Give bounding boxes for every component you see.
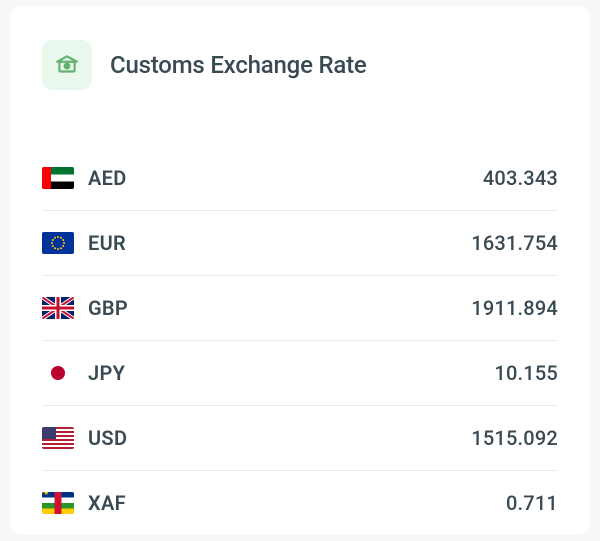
rate-left: XAF [42,491,126,515]
card-title: Customs Exchange Rate [110,51,367,79]
rate-list: AED 403.343 EUR 1631.754 [42,146,558,535]
flag-icon [42,232,74,254]
currency-rate: 1911.894 [471,296,558,320]
currency-code: GBP [88,296,128,320]
currency-rate: 1515.092 [471,426,558,450]
rate-row: AED 403.343 [42,146,558,211]
flag-icon [42,362,74,384]
rate-row: EUR 1631.754 [42,211,558,276]
rate-row: GBP 1911.894 [42,276,558,341]
currency-rate: 0.711 [506,491,558,515]
currency-rate: 1631.754 [471,231,558,255]
currency-rate: 403.343 [483,166,558,190]
currency-code: USD [88,426,127,450]
rate-left: JPY [42,361,125,385]
flag-icon [42,167,74,189]
globe-icon [54,52,80,78]
flag-icon [42,297,74,319]
rate-row: XAF 0.711 [42,471,558,535]
rate-row: USD 1515.092 [42,406,558,471]
rate-left: USD [42,426,127,450]
flag-icon [42,492,74,514]
flag-icon [42,427,74,449]
rate-row: JPY 10.155 [42,341,558,406]
rate-left: GBP [42,296,128,320]
exchange-rate-card: Customs Exchange Rate AED 403.343 EUR 16… [10,6,590,535]
header-icon-wrap [42,40,92,90]
currency-code: JPY [88,361,125,385]
currency-rate: 10.155 [494,361,558,385]
currency-code: XAF [88,491,126,515]
rate-left: AED [42,166,127,190]
card-header: Customs Exchange Rate [42,40,558,90]
currency-code: AED [88,166,127,190]
currency-code: EUR [88,231,126,255]
rate-left: EUR [42,231,126,255]
